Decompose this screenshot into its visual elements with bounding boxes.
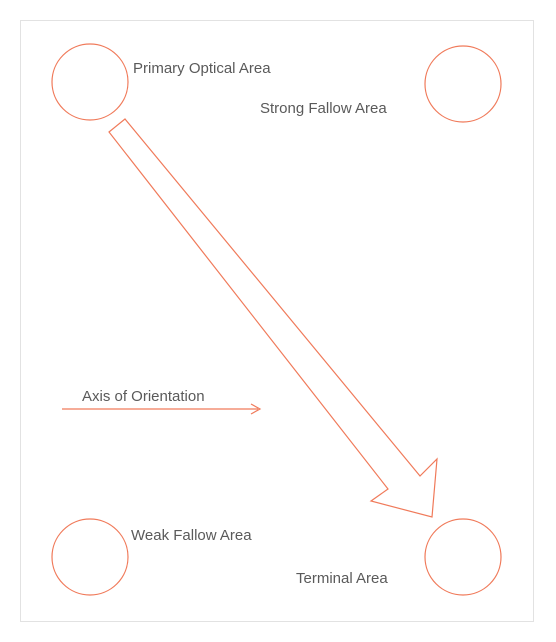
weak-fallow-area-circle [52, 519, 128, 595]
strong-fallow-area-label: Strong Fallow Area [260, 101, 387, 116]
primary-optical-area-circle [52, 44, 128, 120]
axis-of-orientation-label: Axis of Orientation [82, 389, 205, 404]
strong-fallow-area-circle [425, 46, 501, 122]
terminal-area-label: Terminal Area [296, 571, 388, 586]
primary-optical-area-label: Primary Optical Area [133, 61, 271, 76]
weak-fallow-area-label: Weak Fallow Area [131, 528, 252, 543]
reading-gravity-arrow [109, 119, 437, 517]
terminal-area-circle [425, 519, 501, 595]
